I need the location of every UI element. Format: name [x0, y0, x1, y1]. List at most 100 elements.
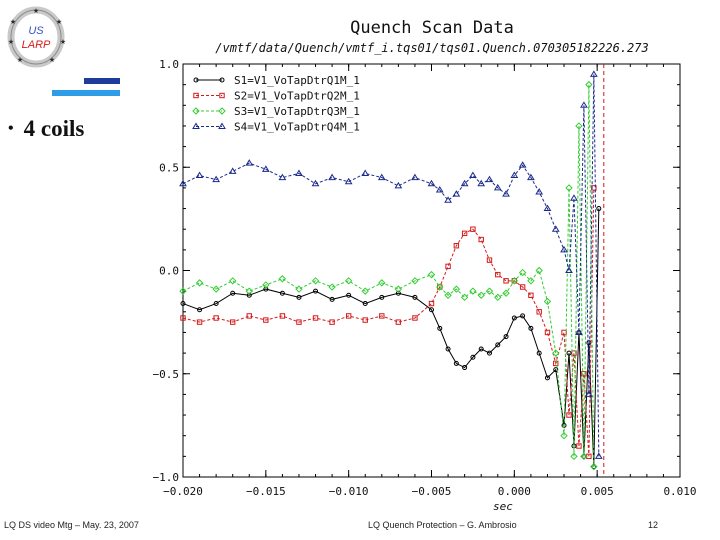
- data-point-s2: [263, 317, 269, 323]
- y-tick-label: 1.0: [159, 58, 179, 71]
- svg-text:★: ★: [17, 56, 23, 64]
- data-point-s1: [566, 350, 572, 356]
- data-point-s4: [580, 101, 588, 108]
- series-line-s3: [182, 84, 595, 467]
- data-point-s4: [460, 179, 469, 187]
- data-point-s3: [535, 266, 543, 275]
- data-point-s2: [213, 315, 219, 321]
- x-tick-label: 0.000: [498, 485, 531, 498]
- data-point-s4: [427, 179, 436, 187]
- data-point-s3: [590, 462, 598, 471]
- data-point-s3: [245, 287, 253, 295]
- data-point-s4: [510, 171, 519, 179]
- data-point-s4: [361, 169, 370, 176]
- y-tick-label: 0.5: [159, 161, 179, 174]
- data-point-s4: [493, 183, 502, 191]
- data-point-s2: [180, 315, 186, 321]
- legend-label: S4=V1_VoTapDtrQ4M_1: [234, 121, 360, 134]
- x-tick-label: 0.005: [581, 485, 614, 498]
- data-point-s2: [428, 300, 435, 307]
- data-point-s3: [436, 283, 444, 291]
- data-point-s2: [478, 236, 484, 243]
- data-point-s4: [311, 179, 320, 187]
- logo-us: US: [28, 25, 44, 37]
- data-point-s4: [575, 328, 583, 335]
- us-larp-logo: ★ ★ ★ ★ ★ ★ ★ US LARP: [7, 6, 66, 68]
- data-point-s1: [263, 286, 269, 292]
- data-point-s4: [444, 196, 452, 203]
- data-point-s2: [503, 278, 509, 284]
- data-point-s4: [245, 159, 254, 166]
- data-point-s2: [196, 319, 203, 325]
- svg-text:★: ★: [10, 18, 16, 26]
- svg-text:★: ★: [60, 38, 66, 46]
- data-point-s4: [502, 190, 510, 197]
- bullet-text: 4 coils: [23, 116, 85, 141]
- data-point-s4: [435, 185, 444, 193]
- data-point-s3: [394, 285, 403, 293]
- legend-marker: [219, 77, 225, 83]
- legend-marker: [218, 107, 226, 115]
- data-point-s3: [411, 277, 419, 285]
- data-point-s3: [427, 270, 436, 279]
- data-point-s4: [565, 266, 573, 273]
- data-point-s2: [329, 319, 335, 325]
- data-point-s4: [594, 452, 603, 459]
- legend-marker: [193, 92, 199, 99]
- data-point-s1: [536, 350, 542, 356]
- data-point-s2: [528, 292, 534, 298]
- x-tick-label: −0.010: [329, 485, 369, 498]
- data-point-s4: [485, 175, 494, 183]
- data-point-s4: [570, 194, 578, 201]
- data-point-s3: [502, 289, 510, 297]
- data-point-s1: [437, 325, 443, 331]
- data-point-s1: [561, 422, 567, 428]
- data-point-s1: [197, 307, 203, 313]
- data-point-s1: [445, 346, 451, 352]
- data-point-s2: [495, 271, 501, 278]
- data-point-s4: [295, 169, 303, 176]
- x-axis-label: sec: [493, 500, 513, 513]
- data-point-s3: [344, 277, 353, 285]
- data-point-s4: [469, 171, 477, 179]
- data-point-s3: [518, 268, 527, 277]
- chart-title: Quench Scan Data: [350, 18, 514, 38]
- legend-marker: [218, 122, 226, 129]
- data-point-s3: [494, 293, 502, 302]
- data-point-s4: [589, 70, 598, 77]
- data-point-s2: [412, 315, 418, 321]
- data-point-s3: [580, 452, 588, 461]
- data-point-s2: [511, 278, 518, 284]
- data-point-s3: [477, 291, 485, 299]
- data-point-s4: [195, 171, 204, 179]
- data-point-s2: [445, 263, 451, 270]
- data-point-s3: [444, 291, 452, 299]
- data-point-s3: [212, 285, 220, 293]
- data-point-s1: [462, 365, 468, 371]
- data-point-s4: [560, 245, 568, 253]
- data-point-s1: [486, 350, 492, 356]
- data-point-s3: [552, 349, 560, 357]
- series-line-s1: [182, 208, 600, 467]
- data-point-s1: [470, 354, 476, 360]
- data-point-s2: [395, 319, 402, 325]
- data-point-s2: [345, 313, 352, 319]
- x-tick-label: −0.020: [163, 485, 203, 498]
- data-point-s4: [452, 190, 461, 197]
- data-point-s2: [379, 313, 385, 319]
- svg-text:★: ★: [33, 7, 39, 15]
- series-line-s4: [182, 74, 600, 457]
- data-point-s1: [296, 294, 302, 300]
- data-point-s3: [295, 285, 303, 293]
- legend-marker: [219, 92, 225, 99]
- data-point-s3: [452, 285, 461, 293]
- data-point-s3: [278, 275, 287, 283]
- data-point-s2: [312, 315, 319, 321]
- legend-marker: [192, 107, 200, 115]
- bullet-item: • 4 coils: [8, 116, 84, 142]
- data-point-s4: [411, 173, 419, 181]
- legend-label: S1=V1_VoTapDtrQ1M_1: [234, 74, 360, 87]
- data-point-s4: [344, 177, 353, 185]
- data-point-s1: [313, 288, 319, 294]
- data-point-s1: [279, 290, 285, 296]
